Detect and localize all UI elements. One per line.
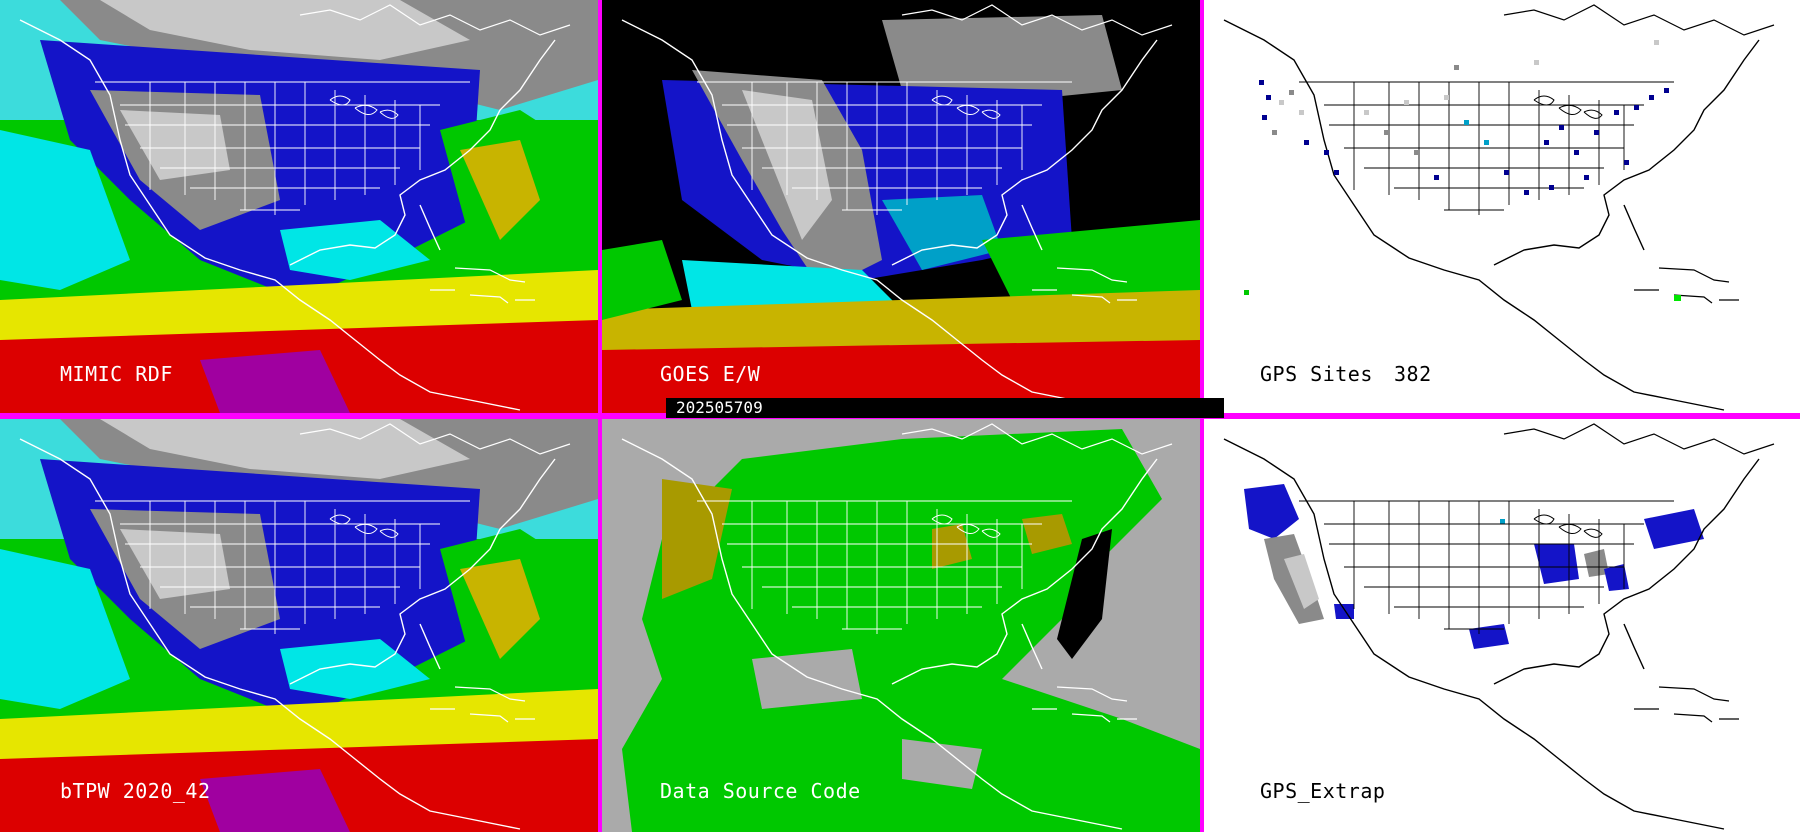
timestamp-bar: 202505709 — [666, 398, 1224, 418]
panel-label: bTPW 2020_42 — [60, 779, 211, 803]
panel-gps-extrap: GPS_Extrap — [1204, 419, 1800, 832]
panel-btpw: bTPW 2020_42 — [0, 419, 598, 832]
panel-label: GPS_Extrap — [1260, 779, 1386, 803]
gps-site-markers — [1244, 40, 1681, 301]
mimic-rdf-map — [0, 0, 598, 413]
panel-label: Data Source Code — [660, 779, 861, 803]
panel-label: GOES E/W — [660, 362, 761, 386]
panel-gps-sites: GPS Sites 382 — [1204, 0, 1800, 413]
panel-goes-ew: GOES E/W — [602, 0, 1200, 413]
btpw-map — [0, 419, 598, 832]
panel-data-source: Data Source Code — [602, 419, 1200, 832]
panel-label: MIMIC RDF — [60, 362, 173, 386]
data-source-map — [602, 419, 1200, 832]
goes-ew-map — [602, 0, 1200, 413]
gps-site-count: 382 — [1394, 362, 1432, 386]
gps-sites-map — [1204, 0, 1800, 413]
panel-label: GPS Sites — [1260, 362, 1373, 386]
panel-mimic-rdf: MIMIC RDF — [0, 0, 598, 413]
gps-extrap-map — [1204, 419, 1800, 832]
